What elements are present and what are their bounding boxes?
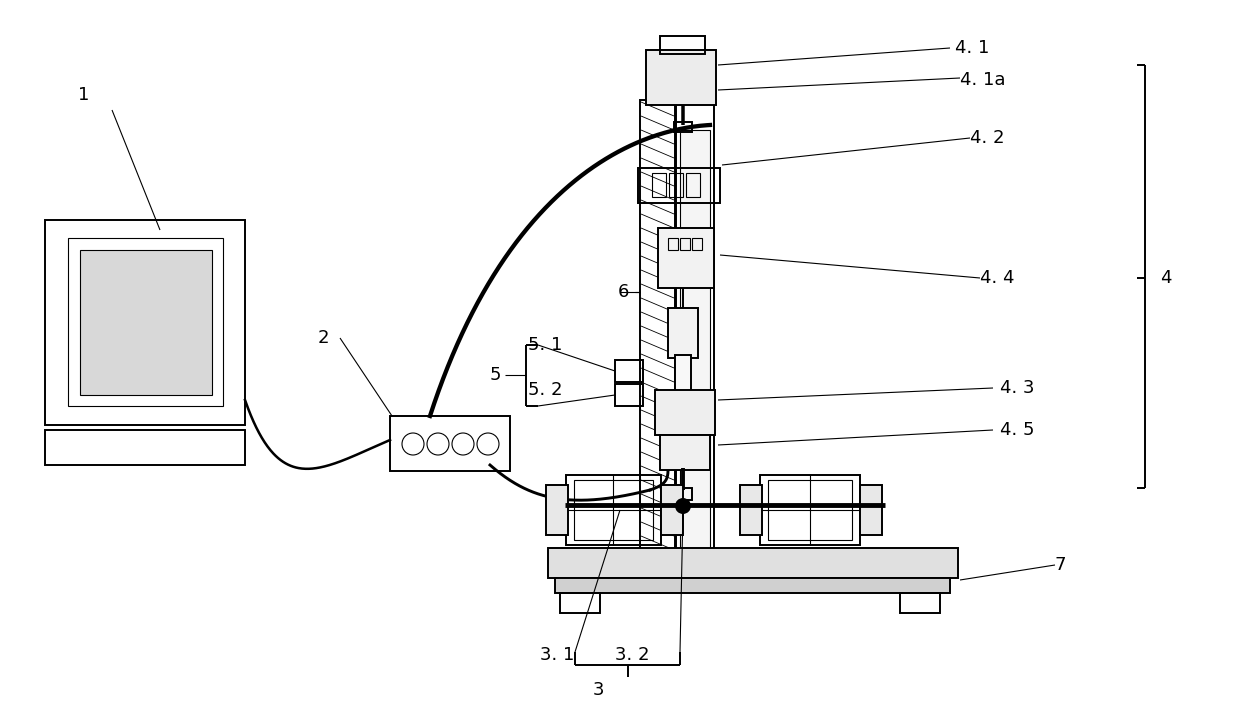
Bar [900,593,940,613]
Bar [760,475,861,545]
Bar [615,360,644,382]
Bar [548,548,959,578]
Bar [646,50,715,105]
Text: 5. 2: 5. 2 [528,381,563,399]
Bar [675,355,691,395]
Bar [660,36,706,54]
Bar [675,488,692,500]
Text: 3: 3 [593,681,604,699]
Bar [680,130,711,590]
Bar [655,390,715,435]
Bar [391,416,510,471]
Bar [675,122,692,132]
Bar [45,430,246,465]
Text: 5. 1: 5. 1 [528,336,563,354]
Bar [560,593,600,613]
Bar [615,384,644,406]
Text: 7: 7 [1055,556,1066,574]
Bar [546,485,568,535]
Bar [565,475,661,545]
Bar [658,228,714,288]
Text: 4: 4 [1159,269,1172,287]
Text: 3. 2: 3. 2 [615,646,650,664]
Bar [676,100,714,590]
Text: 4. 1a: 4. 1a [960,71,1006,89]
Bar [692,238,702,250]
Bar [660,435,711,470]
Bar [661,485,683,535]
Text: 4. 3: 4. 3 [999,379,1034,397]
Text: 3. 1: 3. 1 [539,646,574,664]
Bar [670,173,683,197]
Bar [68,238,223,406]
Text: 5: 5 [490,366,501,384]
Bar [574,480,653,540]
Bar [740,485,763,535]
Circle shape [676,499,689,513]
Bar [556,578,950,593]
Bar [686,173,701,197]
Bar [639,168,720,203]
Bar [861,485,882,535]
Bar [652,173,666,197]
Bar [45,220,246,425]
Bar [640,100,675,590]
Bar [668,308,698,358]
Bar [668,238,678,250]
Text: 4. 5: 4. 5 [999,421,1034,439]
Bar [680,238,689,250]
Text: 4. 2: 4. 2 [970,129,1004,147]
Text: 6: 6 [618,283,630,301]
Text: 4. 1: 4. 1 [955,39,990,57]
Text: 1: 1 [78,86,89,104]
Bar [768,480,852,540]
Bar [81,250,212,395]
Text: 2: 2 [317,329,330,347]
Text: 4. 4: 4. 4 [980,269,1014,287]
